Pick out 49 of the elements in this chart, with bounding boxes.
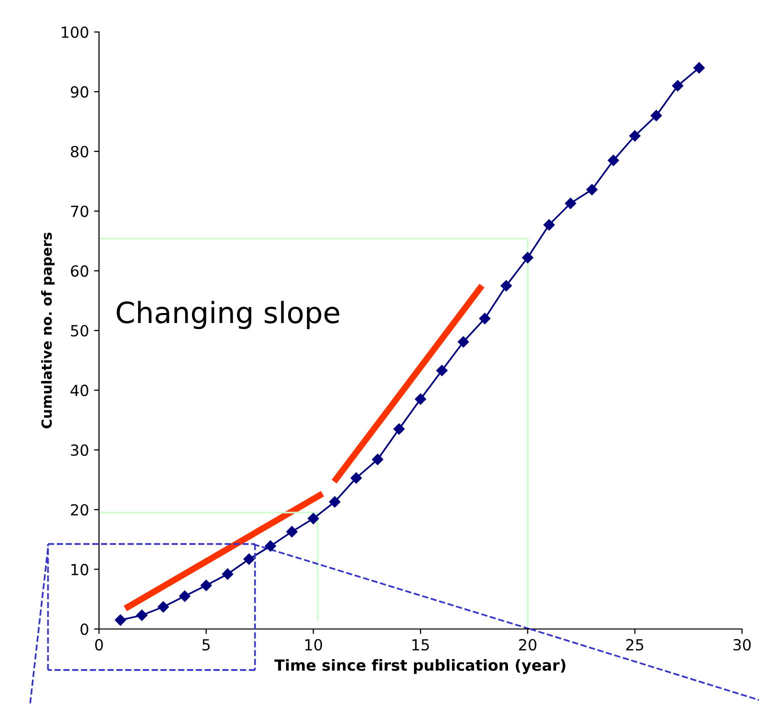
point <box>650 110 662 122</box>
x-tick-label: 15 <box>412 639 429 651</box>
point <box>458 336 469 348</box>
point <box>608 154 620 166</box>
point <box>500 280 512 292</box>
x-tick-label: 5 <box>202 639 210 651</box>
y-tick-label: 40 <box>70 384 88 396</box>
x-tick-label: 20 <box>519 638 536 651</box>
point <box>243 554 255 565</box>
y-tick-label: 80 <box>70 146 88 158</box>
point <box>672 80 684 92</box>
y-tick-label: 20 <box>70 504 88 516</box>
y-tick-label: 50 <box>71 324 88 337</box>
point <box>393 423 405 435</box>
point <box>136 610 148 621</box>
point <box>629 130 640 142</box>
y-tick-label: 100 <box>62 26 88 38</box>
y-tick-label: 90 <box>70 86 88 98</box>
point <box>479 312 490 324</box>
point <box>586 184 598 196</box>
annotation: Changing slope <box>116 300 340 330</box>
y-tick-label: 60 <box>70 265 88 277</box>
y-axis-title: Cumulative no. of papers <box>41 232 55 428</box>
point <box>543 219 555 230</box>
point <box>286 526 298 538</box>
y-tick-label: 10 <box>72 564 88 576</box>
point <box>436 364 448 376</box>
point <box>222 568 234 580</box>
y-tick-label: 70 <box>71 206 88 218</box>
point <box>158 601 169 613</box>
y-tick-label: 0 <box>80 623 88 636</box>
point <box>114 614 126 626</box>
point <box>264 540 276 552</box>
point <box>329 496 340 508</box>
y-tick-label: 30 <box>71 444 88 456</box>
x-tick-label: 10 <box>305 638 322 651</box>
point <box>350 472 362 484</box>
x-tick-label: 0 <box>95 638 103 651</box>
point <box>200 580 212 592</box>
point <box>414 394 426 405</box>
x-axis-title: Time since first publication (year) <box>274 659 566 674</box>
point <box>694 62 705 74</box>
point <box>179 590 190 602</box>
point <box>372 454 384 466</box>
x-tick-label: 25 <box>626 638 644 651</box>
point <box>522 252 534 264</box>
point <box>564 198 576 209</box>
x-tick-label: 30 <box>733 638 751 651</box>
point <box>308 512 319 524</box>
